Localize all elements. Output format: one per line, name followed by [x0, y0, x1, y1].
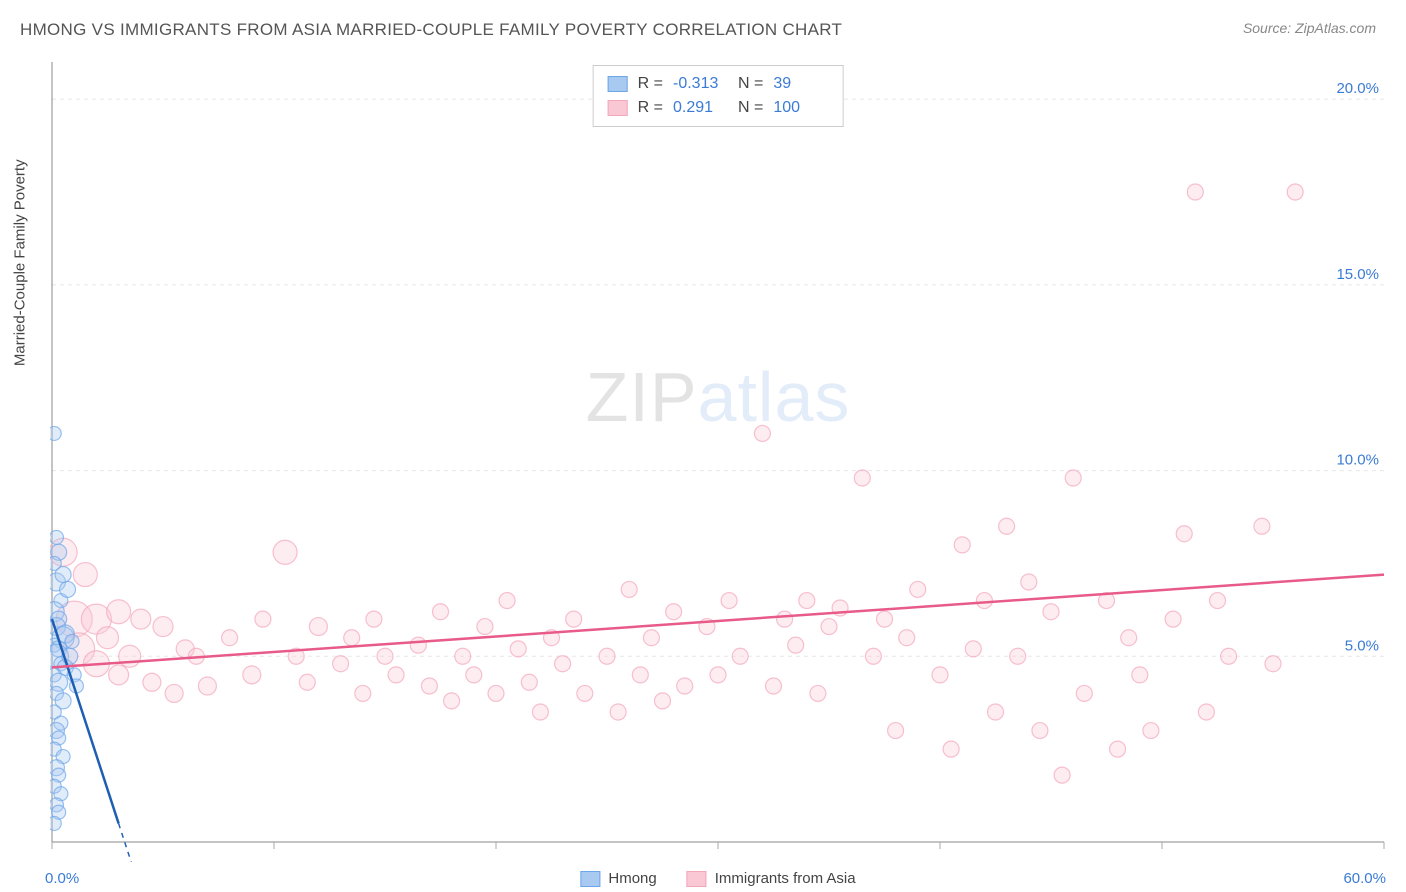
y-axis-label: Married-Couple Family Poverty	[12, 159, 29, 366]
r-value-asia: 0.291	[673, 96, 728, 120]
stats-row-hmong: R = -0.313 N = 39	[608, 72, 829, 96]
legend-item-hmong: Hmong	[580, 870, 656, 887]
x-axis-min-label: 0.0%	[45, 870, 79, 887]
r-label: R =	[638, 96, 663, 120]
scatter-plot: 5.0% 10.0% 15.0% 20.0%	[50, 60, 1386, 862]
chart-title: HMONG VS IMMIGRANTS FROM ASIA MARRIED-CO…	[20, 20, 842, 40]
swatch-hmong	[580, 871, 600, 887]
n-value-hmong: 39	[773, 72, 828, 96]
chart-container: Married-Couple Family Poverty ZIPatlas 5…	[50, 60, 1386, 862]
swatch-asia	[608, 100, 628, 116]
svg-text:15.0%: 15.0%	[1336, 266, 1379, 283]
stats-legend-box: R = -0.313 N = 39 R = 0.291 N = 100	[593, 65, 844, 127]
r-value-hmong: -0.313	[673, 72, 728, 96]
svg-text:20.0%: 20.0%	[1336, 80, 1379, 97]
legend-label-hmong: Hmong	[608, 870, 656, 887]
n-label: N =	[738, 96, 763, 120]
stats-row-asia: R = 0.291 N = 100	[608, 96, 829, 120]
swatch-hmong	[608, 76, 628, 92]
legend-label-asia: Immigrants from Asia	[715, 870, 856, 887]
r-label: R =	[638, 72, 663, 96]
svg-text:5.0%: 5.0%	[1345, 637, 1379, 654]
source-attribution: Source: ZipAtlas.com	[1243, 20, 1376, 36]
legend-item-asia: Immigrants from Asia	[687, 870, 856, 887]
x-axis-max-label: 60.0%	[1343, 870, 1386, 887]
legend-bottom: Hmong Immigrants from Asia	[580, 870, 855, 887]
n-value-asia: 100	[773, 96, 828, 120]
n-label: N =	[738, 72, 763, 96]
swatch-asia	[687, 871, 707, 887]
svg-text:10.0%: 10.0%	[1336, 452, 1379, 469]
